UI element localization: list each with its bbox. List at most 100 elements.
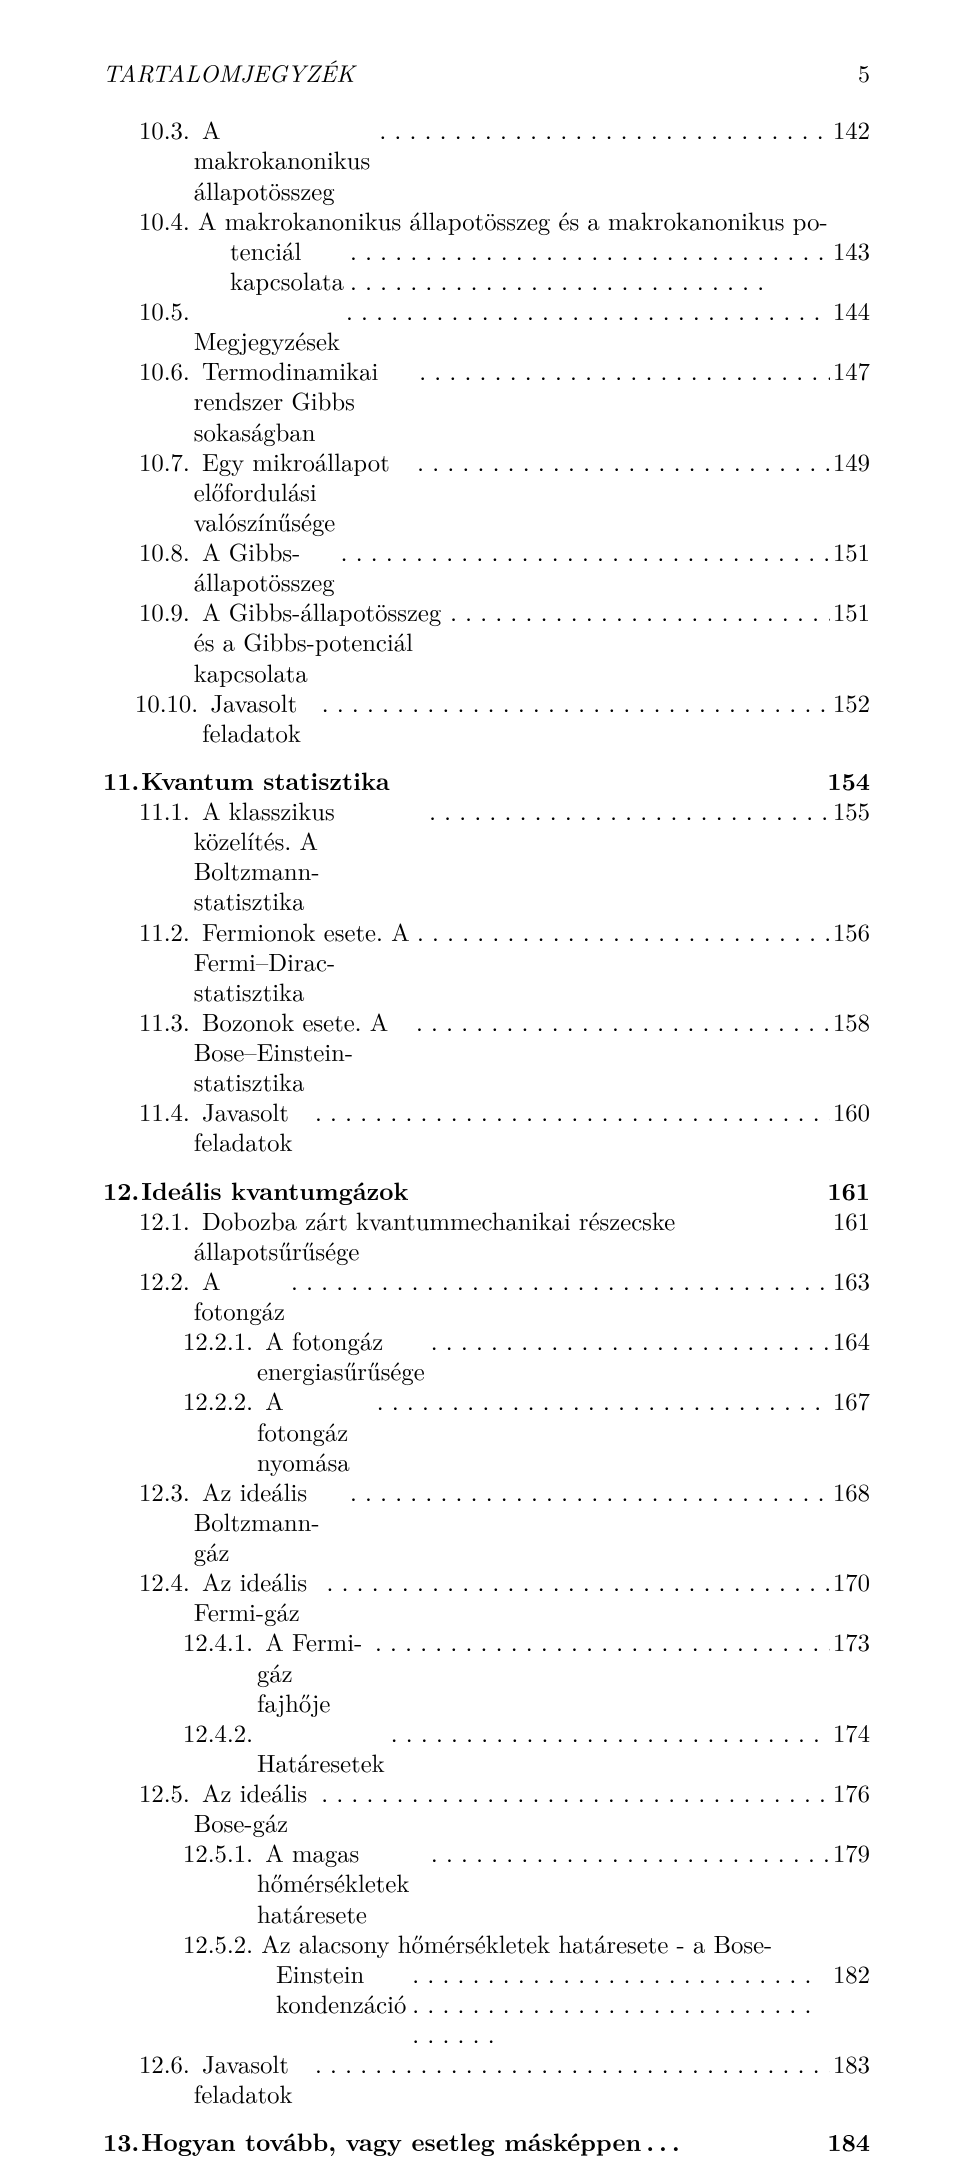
toc-entry-number: 12.2.2. xyxy=(183,1386,253,1416)
toc-entry-page: 183 xyxy=(830,2049,870,2079)
toc-entry-number: 12.4.2. xyxy=(183,1718,253,1748)
toc-entry-page: 152 xyxy=(830,688,870,718)
toc-entry-page: 161 xyxy=(830,1206,870,1236)
toc-leader-dots xyxy=(410,1007,830,1037)
page-header: TARTALOMJEGYZÉK 5 xyxy=(103,58,870,87)
toc-entry: 12.2.2. A fotongáz nyomása 167 xyxy=(103,1386,870,1476)
toc-entry-text: Javasolt feladatok xyxy=(190,2049,309,2109)
toc-entry-number: 12.5.1. xyxy=(183,1838,253,1868)
toc-entry-number: 10.5. xyxy=(139,296,190,326)
toc-entry-page: 170 xyxy=(830,1567,870,1597)
toc-entry: 10.8. A Gibbs-állapotösszeg 151 xyxy=(103,537,870,597)
toc-leader-dots xyxy=(411,447,830,477)
toc-leader-dots xyxy=(335,537,830,567)
toc-entry: 11.2. Fermionok esete. A Fermi–Dirac-sta… xyxy=(103,917,870,1007)
toc-leader-dots xyxy=(315,1778,830,1808)
toc-entry-number: 12.3. xyxy=(139,1477,190,1507)
toc-entry: 10.3. A makrokanonikus állapotösszeg 142 xyxy=(103,115,870,205)
toc-entry-page: 176 xyxy=(830,1778,870,1808)
toc-entry-number: 11.4. xyxy=(139,1097,190,1127)
toc-entry-page: 161 xyxy=(827,1176,870,1206)
toc-entry-text: Kvantum statisztika xyxy=(141,766,389,796)
toc-entry-text: Határesetek xyxy=(253,1718,385,1778)
toc-leader-dots xyxy=(444,597,830,627)
toc-leader-dots xyxy=(385,1718,830,1748)
toc-entry: 12.4. Az ideális Fermi-gáz 170 xyxy=(103,1567,870,1627)
toc-entry-page: 174 xyxy=(830,1718,870,1748)
toc-entry-text: Az ideális Fermi-gáz xyxy=(190,1567,321,1627)
toc-entry-text: Az ideális Boltzmann-gáz xyxy=(190,1477,344,1567)
toc-entry-number: 11.1. xyxy=(139,796,190,826)
toc-entry-number: 12.4.1. xyxy=(183,1627,253,1657)
toc-leader-dots xyxy=(425,1838,830,1868)
toc-entry-text-cont: Einstein kondenzáció xyxy=(272,1959,406,2019)
toc-leader-dots xyxy=(373,115,830,145)
toc-entry-text: Hogyan tovább, vagy esetleg másképpen . … xyxy=(141,2127,679,2157)
toc-entry-page: 144 xyxy=(830,296,870,326)
toc-chapter: 13.Hogyan tovább, vagy esetleg másképpen… xyxy=(103,2127,870,2157)
toc-entry-page: 143 xyxy=(830,236,870,266)
toc-entry: 12.6. Javasolt feladatok 183 xyxy=(103,2049,870,2109)
toc-entry: 12.3. Az ideális Boltzmann-gáz 168 xyxy=(103,1477,870,1567)
toc-leader-dots xyxy=(423,796,830,826)
toc-entry-number: 10.7. xyxy=(139,447,190,477)
toc-entry-text: A Gibbs-állapotösszeg xyxy=(190,537,335,597)
toc-entry-page: 168 xyxy=(830,1477,870,1507)
toc-entry-number: 10.3. xyxy=(139,115,190,145)
toc-entry-page: 182 xyxy=(830,1959,870,1989)
toc-entry-text: A makrokanonikus állapotösszeg xyxy=(190,115,374,205)
toc-entry: 10.4. A makrokanonikus állapotösszeg és … xyxy=(103,206,870,296)
toc-entry-text-cont: tenciál kapcsolata xyxy=(226,236,344,296)
toc-entry-number: 12.4. xyxy=(139,1567,190,1597)
toc-entry-text: Az alacsony hőmérsékletek határesete - a… xyxy=(261,1926,772,1961)
toc-entry-page: 163 xyxy=(830,1266,870,1296)
toc-entry-page: 184 xyxy=(827,2127,870,2157)
toc-leader-dots xyxy=(369,1627,830,1657)
toc-entry-text: Fermionok esete. A Fermi–Dirac-statiszti… xyxy=(190,917,411,1007)
toc-entry: 12.5. Az ideális Bose-gáz176 xyxy=(103,1778,870,1838)
toc-entry: 12.1. Dobozba zárt kvantummechanikai rés… xyxy=(103,1206,870,1266)
toc-entry-page: 151 xyxy=(830,537,870,567)
toc-entry-text: Javasolt feladatok xyxy=(190,1097,309,1157)
toc-entry-number: 13. xyxy=(103,2127,141,2157)
toc-body: 10.3. A makrokanonikus állapotösszeg1421… xyxy=(103,115,870,2157)
toc-entry-number: 10.8. xyxy=(139,537,190,567)
toc-entry: 11.4. Javasolt feladatok 160 xyxy=(103,1097,870,1157)
toc-leader-dots xyxy=(344,236,830,296)
toc-entry-page: 147 xyxy=(830,356,870,386)
toc-entry-page: 167 xyxy=(830,1386,870,1416)
header-page-number: 5 xyxy=(858,58,870,87)
toc-leader-dots xyxy=(320,1567,830,1597)
toc-entry-text: A Gibbs-állapotösszeg és a Gibbs-potenci… xyxy=(190,597,444,687)
toc-entry: 11.3. Bozonok esete. A Bose–Einstein-sta… xyxy=(103,1007,870,1097)
toc-entry-number: 12.5.2. xyxy=(183,1926,261,1961)
toc-entry-page: 151 xyxy=(830,597,870,627)
toc-entry-text: A klasszikus közelítés. A Boltzmann-stat… xyxy=(190,796,423,917)
toc-leader-dots xyxy=(413,356,830,386)
toc-entry-number: 10.9. xyxy=(139,597,190,627)
toc-entry-page: 173 xyxy=(830,1627,870,1657)
toc-chapter: 12.Ideális kvantumgázok 161 xyxy=(103,1176,870,1206)
toc-leader-dots xyxy=(344,1477,830,1507)
toc-leader-dots xyxy=(406,1959,830,2049)
toc-entry-page: 142 xyxy=(830,115,870,145)
toc-entry-number: 12.2. xyxy=(139,1266,190,1296)
toc-entry-number: 11.3. xyxy=(139,1007,190,1037)
toc-entry: 12.4.1. A Fermi-gáz fajhője173 xyxy=(103,1627,870,1717)
toc-entry-page: 160 xyxy=(830,1097,870,1127)
toc-leader-dots xyxy=(340,296,830,326)
toc-entry-number: 12.1. xyxy=(139,1206,190,1236)
toc-entry-page: 179 xyxy=(830,1838,870,1868)
toc-entry: 12.4.2. Határesetek 174 xyxy=(103,1718,870,1778)
toc-entry-number: 12.2.1. xyxy=(183,1326,253,1356)
toc-entry-text: Megjegyzések xyxy=(190,296,340,356)
toc-entry-text: A fotongáz nyomása xyxy=(253,1386,371,1476)
toc-entry-page: 154 xyxy=(827,766,870,796)
toc-entry-number: 12.6. xyxy=(139,2049,190,2079)
toc-entry-number: 12. xyxy=(103,1176,141,1206)
toc-entry-text: Ideális kvantumgázok xyxy=(141,1176,408,1206)
toc-leader-dots xyxy=(425,1326,830,1356)
toc-entry: 12.2.1. A fotongáz energiasűrűsége164 xyxy=(103,1326,870,1386)
toc-entry-number: 11. xyxy=(103,766,141,796)
toc-entry-number: 12.5. xyxy=(139,1778,190,1808)
